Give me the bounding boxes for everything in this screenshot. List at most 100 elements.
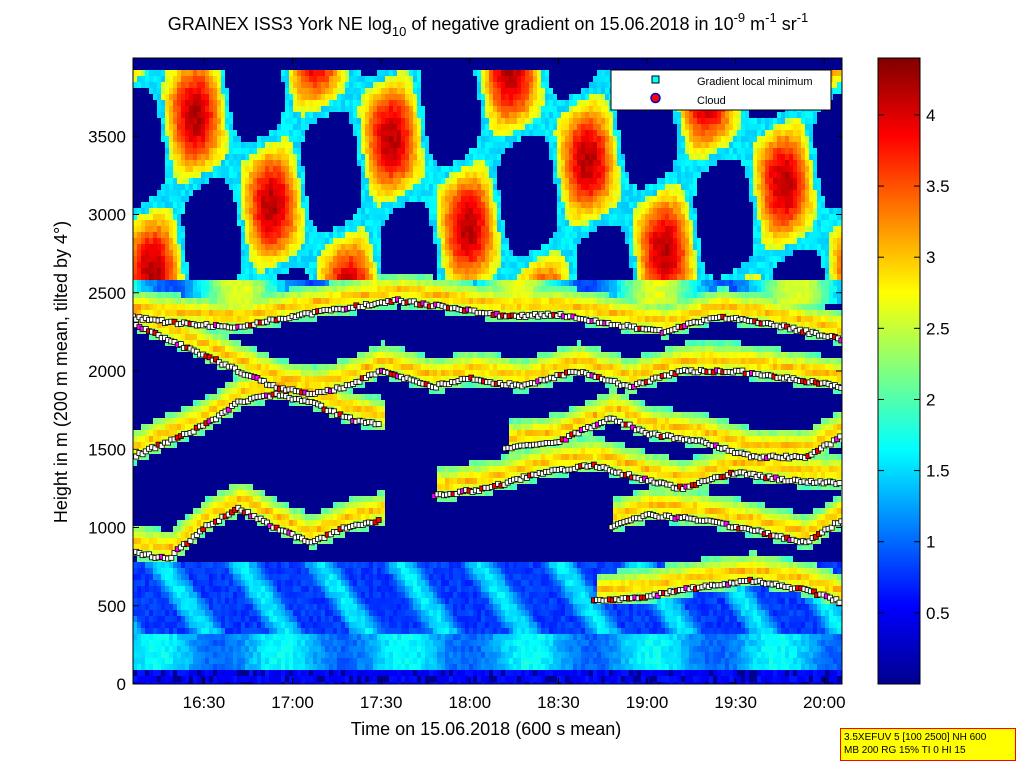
layer-marker bbox=[190, 428, 197, 435]
layer-8-markers bbox=[590, 576, 842, 606]
layer-marker bbox=[133, 453, 140, 460]
layer-marker bbox=[833, 596, 840, 603]
layer-marker bbox=[836, 599, 842, 606]
y-tick-label: 0 bbox=[117, 675, 126, 694]
layer-marker bbox=[739, 367, 746, 374]
legend-entry-gradient-minimum: Gradient local minimum bbox=[697, 76, 813, 88]
layer-marker bbox=[232, 365, 238, 372]
layer-marker bbox=[765, 530, 771, 536]
layer-marker bbox=[340, 385, 347, 392]
layer-marker bbox=[517, 476, 524, 483]
info-line-2: MB 200 RG 15% TI 0 HI 15 bbox=[844, 745, 966, 756]
layer-marker bbox=[225, 406, 232, 413]
x-tick-label: 16:30 bbox=[183, 693, 226, 712]
y-axis-label: Height in m (200 m mean, tilted by 4°) bbox=[51, 221, 71, 523]
cloud-legend-marker bbox=[650, 92, 661, 104]
x-tick-label: 18:30 bbox=[537, 693, 580, 712]
y-tick-label: 1500 bbox=[88, 440, 126, 459]
gradient-minimum-legend-marker bbox=[651, 75, 660, 84]
layer-1-markers bbox=[133, 504, 382, 562]
layer-marker bbox=[155, 332, 162, 339]
colorbar: 0.5 1 1.5 2 2.5 3 3.5 4 bbox=[877, 57, 950, 685]
x-axis-label: Time on 15.06.2018 (600 s mean) bbox=[351, 719, 622, 739]
colorbar-gradient bbox=[877, 57, 921, 685]
layer-7-markers bbox=[608, 511, 842, 546]
x-tick-label: 17:30 bbox=[360, 693, 403, 712]
layer-marker bbox=[667, 481, 674, 488]
layer-marker bbox=[321, 535, 328, 541]
x-tick-label: 20:00 bbox=[803, 693, 846, 712]
layer-marker bbox=[334, 529, 341, 536]
layer-marker bbox=[146, 551, 152, 558]
layer-marker bbox=[158, 316, 165, 323]
x-tick-label: 19:30 bbox=[714, 693, 757, 712]
y-tick-label: 3000 bbox=[88, 206, 126, 225]
layer-marker bbox=[356, 378, 363, 385]
layer-marker bbox=[152, 445, 159, 452]
layer-marker bbox=[359, 303, 366, 310]
layer-marker bbox=[213, 416, 219, 423]
layer-marker bbox=[836, 480, 842, 486]
layer-marker bbox=[601, 419, 608, 426]
layer-marker bbox=[723, 520, 730, 527]
layer-marker bbox=[133, 313, 136, 320]
layer-marker bbox=[646, 378, 653, 385]
layer-marker bbox=[187, 537, 194, 544]
layer-marker bbox=[347, 414, 353, 421]
colorbar-tick-label: 1.5 bbox=[926, 462, 950, 481]
legend-entry-cloud: Cloud bbox=[697, 95, 726, 107]
x-tick-label: 18:00 bbox=[449, 693, 492, 712]
layer-marker bbox=[216, 517, 223, 524]
layer-marker bbox=[750, 470, 757, 477]
layer-marker bbox=[158, 442, 165, 449]
x-tick-label: 17:00 bbox=[271, 693, 314, 712]
layer-marker bbox=[551, 375, 558, 382]
layer-marker bbox=[168, 554, 175, 561]
layer-6-markers bbox=[502, 415, 842, 462]
layer-marker bbox=[375, 421, 382, 427]
layer-marker bbox=[828, 524, 835, 531]
layer-marker bbox=[827, 441, 834, 448]
colorbar-tick-label: 3.5 bbox=[926, 177, 950, 196]
layer-marker bbox=[171, 339, 178, 345]
layer-marker bbox=[790, 324, 797, 331]
y-axis: 0 500 1000 1500 2000 2500 3000 3500 bbox=[88, 127, 842, 694]
info-line-1: 3.5XEFUV 5 [100 2500] NH 600 bbox=[844, 732, 987, 743]
y-tick-label: 2500 bbox=[88, 284, 126, 303]
layer-marker bbox=[812, 534, 819, 540]
layer-marker bbox=[213, 356, 219, 363]
layer-marker bbox=[289, 531, 296, 538]
x-tick-label: 19:00 bbox=[626, 693, 669, 712]
layer-markers bbox=[133, 296, 842, 606]
y-tick-label: 2000 bbox=[88, 362, 126, 381]
layer-marker bbox=[244, 509, 251, 515]
layer-marker bbox=[838, 518, 842, 525]
layer-marker bbox=[626, 421, 633, 428]
layer-marker bbox=[818, 445, 824, 452]
layer-marker bbox=[251, 513, 258, 519]
layer-marker bbox=[562, 436, 569, 443]
layer-marker bbox=[575, 430, 582, 437]
chart-title: GRAINEX ISS3 York NE log10 of negative g… bbox=[168, 10, 809, 39]
layer-marker bbox=[331, 408, 337, 415]
layer-marker bbox=[165, 439, 171, 446]
colorbar-tick-label: 3 bbox=[926, 248, 935, 267]
y-tick-label: 3500 bbox=[88, 127, 126, 146]
colorbar-tick-label: 1 bbox=[926, 533, 935, 552]
layer-marker bbox=[200, 526, 207, 533]
colorbar-tick-label: 4 bbox=[926, 106, 935, 125]
layer-marker bbox=[193, 532, 200, 538]
heatmap-plot-area bbox=[132, 57, 843, 685]
legend: Gradient local minimum Cloud bbox=[610, 69, 832, 111]
layer-marker bbox=[806, 538, 813, 545]
colorbar-tick-label: 0.5 bbox=[926, 604, 950, 623]
y-tick-label: 1000 bbox=[88, 519, 126, 538]
layer-marker bbox=[318, 402, 325, 409]
layer-marker bbox=[837, 433, 842, 440]
colorbar-tick-label: 2.5 bbox=[926, 319, 950, 338]
legend-box bbox=[610, 69, 832, 111]
layer-marker bbox=[206, 354, 213, 361]
layer-marker bbox=[838, 337, 842, 344]
layer-marker bbox=[139, 451, 146, 458]
